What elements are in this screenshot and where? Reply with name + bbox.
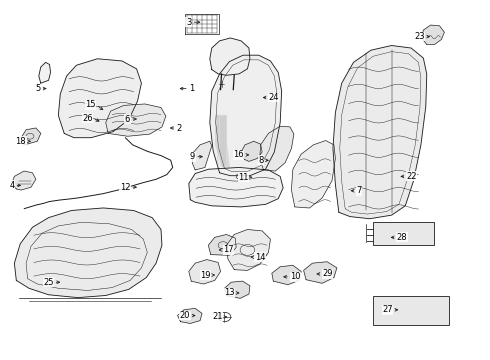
Polygon shape (241, 141, 262, 161)
Text: 23: 23 (414, 32, 425, 41)
Text: 14: 14 (255, 253, 265, 262)
Polygon shape (216, 116, 229, 167)
Text: 29: 29 (322, 269, 333, 278)
Polygon shape (260, 126, 294, 171)
Polygon shape (422, 25, 444, 44)
Text: 24: 24 (269, 93, 279, 102)
Polygon shape (189, 167, 283, 207)
Polygon shape (210, 55, 282, 176)
Polygon shape (304, 262, 337, 283)
Text: 8: 8 (258, 156, 264, 165)
Text: 25: 25 (43, 278, 53, 287)
Text: 13: 13 (223, 288, 234, 297)
Polygon shape (272, 265, 301, 285)
Text: 3: 3 (186, 18, 191, 27)
FancyBboxPatch shape (373, 222, 434, 245)
Polygon shape (192, 141, 212, 170)
Text: 9: 9 (190, 152, 195, 161)
Text: 22: 22 (406, 172, 416, 181)
Polygon shape (39, 62, 50, 83)
Polygon shape (106, 104, 166, 136)
Text: 11: 11 (239, 173, 249, 182)
Text: 19: 19 (200, 270, 211, 279)
Polygon shape (177, 309, 202, 323)
Text: 21: 21 (213, 312, 223, 321)
Text: 20: 20 (180, 311, 190, 320)
Polygon shape (189, 260, 220, 284)
Text: 28: 28 (396, 233, 407, 242)
Polygon shape (210, 38, 250, 75)
Polygon shape (208, 234, 236, 255)
Text: 6: 6 (125, 114, 130, 123)
Text: 2: 2 (176, 123, 182, 132)
Polygon shape (11, 171, 36, 190)
Polygon shape (292, 140, 335, 208)
Text: 12: 12 (120, 183, 130, 192)
Text: 1: 1 (189, 84, 194, 93)
Bar (373, 296, 449, 325)
Polygon shape (226, 229, 270, 270)
Polygon shape (224, 281, 250, 298)
Polygon shape (21, 128, 41, 145)
Text: 18: 18 (16, 137, 26, 146)
Text: 4: 4 (9, 181, 14, 190)
Text: 17: 17 (223, 246, 234, 255)
Text: 26: 26 (82, 114, 93, 123)
Text: 5: 5 (35, 84, 41, 93)
Polygon shape (58, 59, 142, 138)
Text: 16: 16 (233, 150, 244, 159)
Text: 27: 27 (382, 305, 392, 314)
Polygon shape (333, 45, 427, 219)
Text: 10: 10 (290, 272, 300, 281)
Polygon shape (14, 208, 162, 298)
Text: 7: 7 (356, 186, 362, 195)
Text: 15: 15 (85, 100, 96, 109)
